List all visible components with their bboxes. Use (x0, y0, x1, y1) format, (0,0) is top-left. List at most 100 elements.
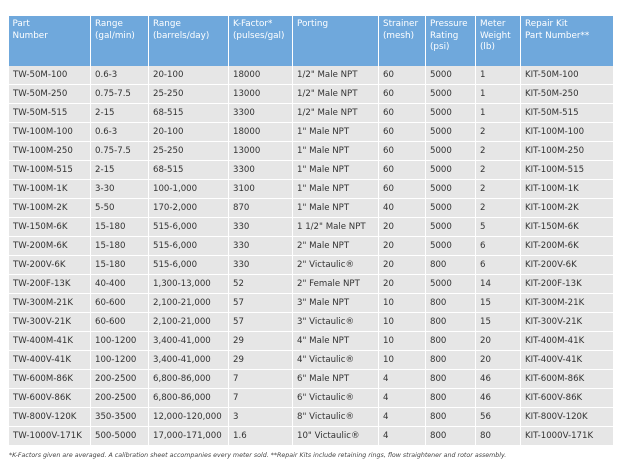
cell-meter-weight: 20 (475, 331, 521, 351)
cell-k-factor: 57 (228, 312, 293, 332)
header-line: Strainer (383, 19, 419, 29)
cell-pressure-rating: 5000 (425, 66, 476, 85)
cell-part-number: TW-300V-21K (8, 312, 91, 332)
cell-meter-weight: 15 (475, 293, 521, 313)
column-header-part-number: Part Number (8, 16, 91, 66)
cell-range-bpd: 515-6,000 (148, 255, 229, 275)
cell-pressure-rating: 800 (425, 255, 476, 275)
cell-repair-kit: KIT-50M-100 (520, 66, 613, 85)
cell-pressure-rating: 5000 (425, 160, 476, 180)
cell-strainer: 40 (378, 198, 426, 218)
cell-strainer: 20 (378, 274, 426, 294)
cell-range-bpd: 2,100-21,000 (148, 293, 229, 313)
cell-meter-weight: 1 (475, 84, 521, 104)
table-row: TW-800V-120K 350-3500 12,000-120,000 3 8" Vi… (8, 407, 613, 427)
cell-part-number: TW-200F-13K (8, 274, 91, 294)
cell-meter-weight: 2 (475, 179, 521, 199)
header-row: Part Number Range (gal/min) Range (barrels/da… (8, 16, 613, 66)
cell-range-gpm: 60-600 (90, 293, 149, 313)
cell-pressure-rating: 5000 (425, 236, 476, 256)
cell-porting: 1" Male NPT (292, 160, 379, 180)
cell-strainer: 10 (378, 331, 426, 351)
cell-meter-weight: 14 (475, 274, 521, 294)
cell-k-factor: 330 (228, 236, 293, 256)
cell-k-factor: 7 (228, 388, 293, 408)
cell-pressure-rating: 5000 (425, 179, 476, 199)
header-line: Part Number** (525, 30, 590, 41)
cell-part-number: TW-200V-6K (8, 255, 91, 275)
cell-strainer: 20 (378, 255, 426, 275)
cell-pressure-rating: 5000 (425, 103, 476, 123)
cell-part-number: TW-1000V-171K (8, 426, 91, 446)
cell-pressure-rating: 5000 (425, 198, 476, 218)
column-header-k-factor: K-Factor* (pulses/gal) (228, 16, 293, 66)
cell-meter-weight: 1 (475, 66, 521, 85)
cell-repair-kit: KIT-600M-86K (520, 369, 613, 389)
cell-strainer: 20 (378, 236, 426, 256)
cell-part-number: TW-600M-86K (8, 369, 91, 389)
column-header-meter-weight: Meter Weight (lb) (475, 16, 521, 66)
cell-meter-weight: 2 (475, 141, 521, 161)
table-row: TW-600M-86K 200-2500 6,800-86,000 7 6" Male … (8, 369, 613, 389)
cell-range-gpm: 15-180 (90, 255, 149, 275)
cell-porting: 6" Male NPT (292, 369, 379, 389)
cell-range-gpm: 60-600 (90, 312, 149, 332)
cell-meter-weight: 20 (475, 350, 521, 370)
header-line: Number (12, 30, 48, 41)
cell-porting: 1/2" Male NPT (292, 103, 379, 123)
cell-meter-weight: 46 (475, 369, 521, 389)
cell-repair-kit: KIT-100M-1K (520, 179, 613, 199)
cell-range-bpd: 25-250 (148, 84, 229, 104)
cell-range-bpd: 20-100 (148, 122, 229, 142)
header-line: Part (12, 19, 30, 29)
cell-pressure-rating: 800 (425, 426, 476, 446)
cell-range-bpd: 12,000-120,000 (148, 407, 229, 427)
cell-strainer: 10 (378, 312, 426, 332)
cell-range-gpm: 15-180 (90, 236, 149, 256)
specifications-table: Part Number Range (gal/min) Range (barrels/da… (8, 16, 613, 446)
cell-range-bpd: 3,400-41,000 (148, 331, 229, 351)
table-row: TW-200M-6K 15-180 515-6,000 330 2" Male NPT 2… (8, 236, 613, 256)
header-line: Meter (480, 19, 506, 29)
cell-meter-weight: 2 (475, 160, 521, 180)
cell-k-factor: 52 (228, 274, 293, 294)
cell-porting: 4" Victaulic® (292, 350, 379, 370)
table-row: TW-600V-86K 200-2500 6,800-86,000 7 6" Victa… (8, 388, 613, 408)
cell-k-factor: 330 (228, 255, 293, 275)
table-row: TW-400V-41K 100-1200 3,400-41,000 29 4" Vict… (8, 350, 613, 370)
cell-range-bpd: 3,400-41,000 (148, 350, 229, 370)
cell-strainer: 60 (378, 141, 426, 161)
header-line: Porting (297, 19, 329, 29)
header-line: (lb) (480, 42, 495, 52)
cell-part-number: TW-600V-86K (8, 388, 91, 408)
cell-range-bpd: 515-6,000 (148, 236, 229, 256)
cell-repair-kit: KIT-50M-250 (520, 84, 613, 104)
cell-repair-kit: KIT-300V-21K (520, 312, 613, 332)
cell-range-gpm: 2-15 (90, 160, 149, 180)
table-row: TW-150M-6K 15-180 515-6,000 330 1 1/2" Male … (8, 217, 613, 237)
cell-range-bpd: 6,800-86,000 (148, 369, 229, 389)
cell-pressure-rating: 800 (425, 331, 476, 351)
cell-repair-kit: KIT-800V-120K (520, 407, 613, 427)
cell-repair-kit: KIT-100M-250 (520, 141, 613, 161)
cell-k-factor: 29 (228, 331, 293, 351)
table-row: TW-200F-13K 40-400 1,300-13,000 52 2" Female… (8, 274, 613, 294)
cell-range-bpd: 515-6,000 (148, 217, 229, 237)
header-line: Rating (430, 30, 459, 41)
cell-strainer: 4 (378, 407, 426, 427)
cell-range-gpm: 5-50 (90, 198, 149, 218)
column-header-range-gpm: Range (gal/min) (90, 16, 149, 66)
cell-porting: 4" Male NPT (292, 331, 379, 351)
cell-range-bpd: 17,000-171,000 (148, 426, 229, 446)
cell-k-factor: 3300 (228, 103, 293, 123)
cell-porting: 6" Victaulic® (292, 388, 379, 408)
table-row: TW-300V-21K 60-600 2,100-21,000 57 3" Victau… (8, 312, 613, 332)
cell-porting: 3" Victaulic® (292, 312, 379, 332)
cell-porting: 1" Male NPT (292, 141, 379, 161)
cell-strainer: 4 (378, 388, 426, 408)
column-header-porting: Porting (292, 16, 379, 66)
table-row: TW-300M-21K 60-600 2,100-21,000 57 3" Male N… (8, 293, 613, 313)
cell-part-number: TW-400M-41K (8, 331, 91, 351)
cell-strainer: 60 (378, 66, 426, 85)
cell-pressure-rating: 800 (425, 293, 476, 313)
